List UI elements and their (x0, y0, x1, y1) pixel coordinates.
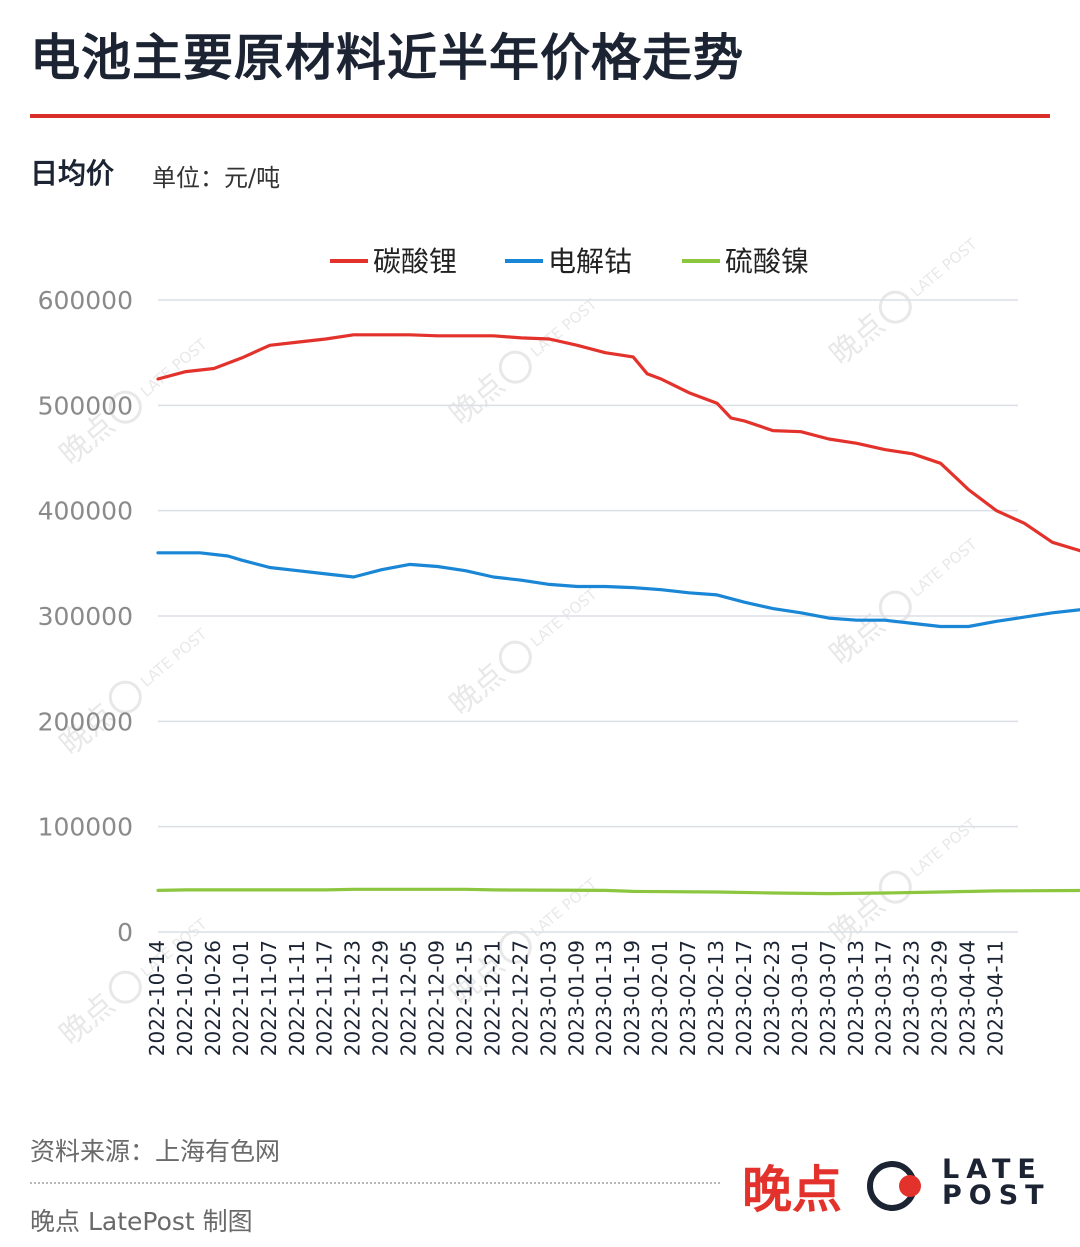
legend-label: 碳酸锂 (373, 245, 457, 278)
source-note: 资料来源：上海有色网 (30, 1137, 281, 1166)
legend-label: 电解钴 (548, 245, 632, 278)
x-tick-label: 2023-03-13 (844, 940, 868, 1056)
series-line (156, 887, 1080, 896)
x-tick-label: 2023-03-07 (816, 940, 840, 1056)
subtitle-main: 日均价 (30, 157, 115, 190)
brand-logo-en-line2: POST (942, 1180, 1051, 1211)
y-tick-label: 100000 (38, 813, 133, 842)
x-tick-label: 2023-03-23 (900, 940, 924, 1056)
x-tick-label: 2023-02-01 (648, 940, 672, 1056)
x-tick-label: 2022-12-27 (508, 940, 532, 1056)
y-tick-label: 200000 (38, 707, 133, 736)
svg-text:LATE POST: LATE POST (527, 584, 601, 650)
x-tick-label: 2023-01-09 (564, 940, 588, 1056)
x-tick-label: 2023-03-29 (928, 940, 952, 1056)
title-underline (30, 114, 1050, 118)
x-tick-label: 2023-02-13 (704, 940, 728, 1056)
credit-note: 晚点 LatePost 制图 (30, 1207, 253, 1236)
x-tick-label: 2023-01-19 (620, 940, 644, 1056)
brand-logo-en-line1: LATE (942, 1154, 1043, 1185)
x-tick-label: 2022-11-23 (341, 940, 365, 1056)
x-tick-label: 2023-04-11 (984, 940, 1008, 1056)
x-tick-label: 2022-11-17 (313, 940, 337, 1056)
brand-logo-icon (867, 1161, 921, 1211)
y-tick-label: 400000 (38, 497, 133, 526)
x-tick-label: 2023-01-13 (592, 940, 616, 1056)
y-tick-label: 0 (117, 918, 133, 947)
x-tick-label: 2022-12-09 (425, 940, 449, 1056)
x-tick-label: 2023-02-07 (676, 940, 700, 1056)
footer-divider (30, 1182, 720, 1184)
x-tick-label: 2022-11-11 (285, 940, 309, 1056)
x-tick-label: 2022-10-14 (145, 940, 169, 1056)
x-tick-label: 2022-11-01 (229, 940, 253, 1056)
y-tick-label: 600000 (38, 286, 133, 315)
page-title: 电池主要原材料近半年价格走势 (30, 29, 744, 87)
x-tick-label: 2023-03-01 (788, 940, 812, 1056)
svg-text:晚点: 晚点 (823, 607, 891, 672)
svg-text:LATE POST: LATE POST (527, 874, 601, 940)
x-tick-label: 2023-03-17 (872, 940, 896, 1056)
svg-text:晚点: 晚点 (443, 657, 511, 722)
svg-text:LATE POST: LATE POST (527, 294, 601, 360)
svg-text:晚点: 晚点 (823, 307, 891, 372)
brand-logo-en: LATE POST (942, 1154, 1051, 1211)
x-tick-label: 2022-11-29 (369, 940, 393, 1056)
series-line (156, 551, 1080, 629)
x-tick-label: 2023-02-23 (760, 940, 784, 1056)
series-line (156, 333, 1080, 553)
x-tick-label: 2022-12-21 (480, 940, 504, 1056)
y-tick-label: 300000 (38, 602, 133, 631)
x-tick-label: 2022-12-15 (452, 940, 476, 1056)
x-tick-label: 2023-04-04 (956, 940, 980, 1056)
x-tick-label: 2022-12-05 (397, 940, 421, 1056)
svg-text:LATE POST: LATE POST (907, 814, 981, 880)
svg-text:LATE POST: LATE POST (907, 534, 981, 600)
legend-label: 硫酸镍 (725, 245, 809, 278)
x-tick-label: 2023-01-03 (536, 940, 560, 1056)
svg-text:LATE POST: LATE POST (137, 624, 211, 690)
x-tick-label: 2023-02-17 (732, 940, 756, 1056)
x-tick-label: 2022-10-26 (201, 940, 225, 1056)
svg-text:LATE POST: LATE POST (907, 234, 981, 300)
subtitle-unit: 单位：元/吨 (152, 164, 281, 192)
svg-text:晚点: 晚点 (53, 987, 121, 1052)
x-tick-label: 2022-11-07 (257, 940, 281, 1056)
brand-logo-cn: 晚点 (742, 1161, 842, 1219)
svg-text:晚点: 晚点 (443, 367, 511, 432)
y-tick-label: 500000 (38, 391, 133, 420)
x-tick-label: 2022-10-20 (173, 940, 197, 1056)
svg-text:LATE POST: LATE POST (137, 334, 211, 400)
